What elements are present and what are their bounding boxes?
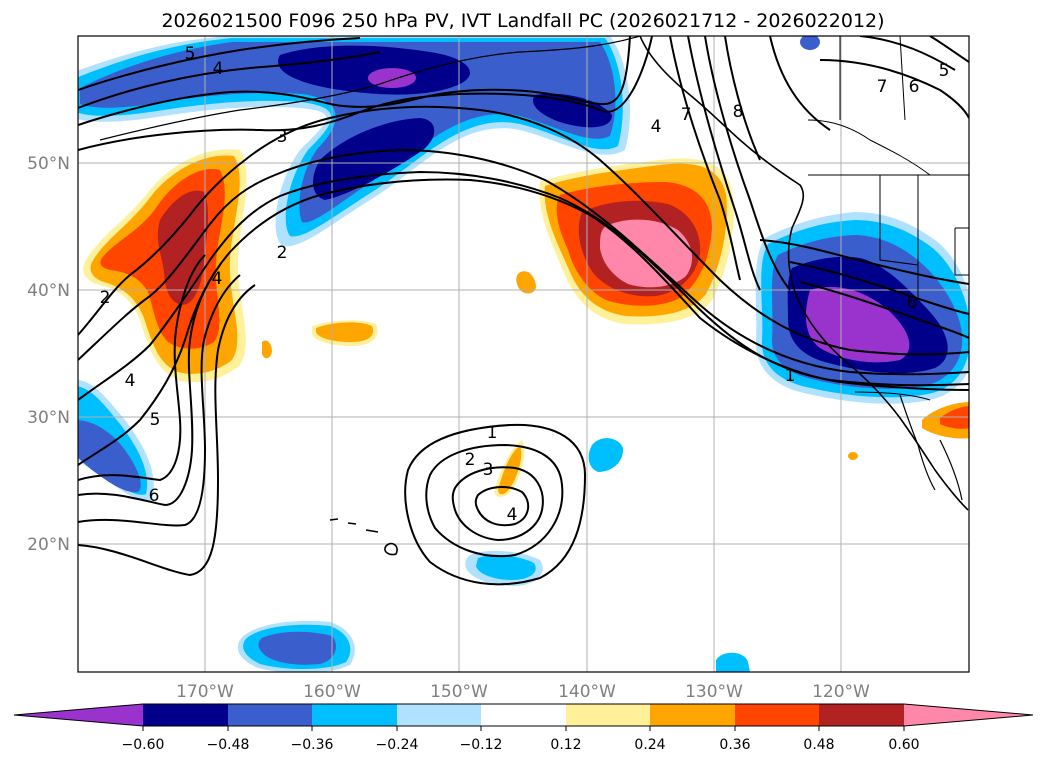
pv-hawaii-ne-light bbox=[588, 438, 624, 472]
map-frame bbox=[77, 35, 970, 673]
contour-label-3-hawaii: 3 bbox=[483, 460, 494, 480]
lat-tick-40n: 40°N bbox=[27, 281, 70, 301]
pv-hawaii-streak-orange bbox=[498, 446, 522, 495]
contour-label-4-hawaii: 4 bbox=[507, 505, 518, 525]
colorbar-label-024: 0.24 bbox=[634, 737, 665, 753]
lon-tick-160w: 160°W bbox=[303, 682, 361, 702]
colorbar-label-neg048: −0.48 bbox=[207, 737, 250, 753]
colorbar-swatch-4 bbox=[397, 704, 481, 726]
pv-shading-layer: 5 4 3 2 4 2 4 5 6 1 2 3 4 4 7 8 7 6 5 1 bbox=[78, 36, 969, 672]
contour-label-4-northeast: 4 bbox=[651, 117, 662, 137]
pv-north-band-dark-1 bbox=[278, 45, 470, 95]
pv-midpac-small-orange bbox=[316, 322, 374, 342]
contour-label-6-southwest: 6 bbox=[149, 486, 160, 506]
coastlines bbox=[99, 36, 969, 556]
colorbar-label-060: 0.60 bbox=[888, 737, 919, 753]
colorbar-swatch-3 bbox=[312, 704, 397, 726]
lat-tick-50n: 50°N bbox=[27, 154, 70, 174]
contour-label-5-southwest: 5 bbox=[150, 410, 161, 430]
contour-label-5-north: 5 bbox=[185, 44, 196, 64]
contour-labels: 5 4 3 2 4 2 4 5 6 1 2 3 4 4 7 8 7 6 5 1 bbox=[100, 44, 950, 525]
contour-label-8-northeast: 8 bbox=[733, 102, 744, 122]
lon-tick-130w: 130°W bbox=[685, 682, 743, 702]
contour-label-6-california: 6 bbox=[907, 293, 918, 313]
contour-label-5-east: 5 bbox=[939, 61, 950, 81]
contour-label-4-north: 4 bbox=[213, 59, 224, 79]
pv-west-mid bbox=[78, 420, 141, 493]
pv-south-blob-mid bbox=[258, 631, 336, 665]
colorbar-swatch-1 bbox=[143, 704, 228, 726]
borders bbox=[807, 36, 969, 401]
colorbar-swatch-8 bbox=[735, 704, 819, 726]
colorbar-swatch-9 bbox=[819, 704, 904, 726]
colorbar-label-048: 0.48 bbox=[803, 737, 834, 753]
lat-tick-20n: 20°N bbox=[27, 535, 70, 555]
lon-tick-170w: 170°W bbox=[176, 682, 234, 702]
ivt-contours bbox=[78, 36, 969, 586]
contour-label-2-west: 2 bbox=[277, 243, 288, 263]
pv-negative-shading bbox=[78, 36, 969, 672]
map-panel: 5 4 3 2 4 2 4 5 6 1 2 3 4 4 7 8 7 6 5 1 bbox=[27, 35, 970, 702]
colorbar-extend-low bbox=[14, 704, 143, 726]
contour-label-4-southwest: 4 bbox=[125, 371, 136, 391]
contour-label-2-hawaii: 2 bbox=[465, 450, 476, 470]
graticule bbox=[78, 36, 969, 672]
longitude-axis: 170°W 160°W 150°W 140°W 130°W 120°W bbox=[176, 682, 870, 702]
contour-label-7-northeast: 7 bbox=[681, 105, 692, 125]
colorbar-swatch-2 bbox=[228, 704, 312, 726]
colorbar: −0.60 −0.48 −0.36 −0.24 −0.12 0.12 0.24 … bbox=[13, 703, 1034, 753]
pv-california-core bbox=[805, 286, 910, 363]
colorbar-label-012: 0.12 bbox=[550, 737, 581, 753]
lon-tick-120w: 120°W bbox=[812, 682, 870, 702]
pv-east-dot bbox=[848, 452, 858, 460]
pv-north-band-core bbox=[368, 68, 416, 88]
map-title: 2026021500 F096 250 hPa PV, IVT Landfall… bbox=[161, 10, 884, 32]
contour-label-4-ridge: 4 bbox=[212, 269, 223, 289]
contour-label-3-west: 3 bbox=[277, 127, 288, 147]
colorbar-label-neg024: −0.24 bbox=[376, 737, 419, 753]
colorbar-label-036: 0.36 bbox=[719, 737, 750, 753]
contour-label-1-hawaii: 1 bbox=[487, 423, 498, 443]
contour-label-1-california: 1 bbox=[785, 366, 796, 386]
pv-hawaii-east-light bbox=[476, 555, 536, 580]
lon-tick-150w: 150°W bbox=[430, 682, 488, 702]
pv-midpac-dot-2 bbox=[262, 340, 272, 359]
contour-label-2-far-west: 2 bbox=[100, 288, 111, 308]
colorbar-swatch-7 bbox=[650, 704, 735, 726]
colorbar-swatch-6 bbox=[566, 704, 650, 726]
lon-tick-140w: 140°W bbox=[558, 682, 616, 702]
latitude-axis: 20°N 30°N 40°N 50°N bbox=[27, 154, 70, 555]
contour-label-7-east: 7 bbox=[877, 77, 888, 97]
colorbar-extend-high bbox=[904, 704, 1033, 726]
pv-bottom-light-small bbox=[800, 36, 820, 50]
colorbar-label-neg036: −0.36 bbox=[291, 737, 334, 753]
contour-label-6-east: 6 bbox=[909, 77, 920, 97]
pv-bottom-light bbox=[716, 652, 750, 672]
colorbar-label-neg012: −0.12 bbox=[460, 737, 503, 753]
colorbar-swatch-5 bbox=[481, 704, 566, 726]
colorbar-label-neg060: −0.60 bbox=[122, 737, 165, 753]
pv-midpac-dot-1 bbox=[516, 271, 536, 294]
colorbar-ticks bbox=[142, 726, 905, 731]
pv-north-band-mid bbox=[80, 42, 616, 223]
lat-tick-30n: 30°N bbox=[27, 408, 70, 428]
